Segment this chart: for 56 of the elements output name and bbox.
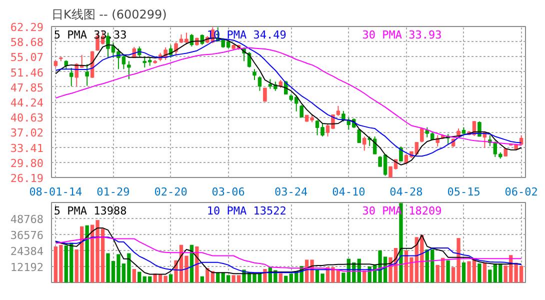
- bar: [284, 276, 288, 282]
- bar: [446, 260, 450, 282]
- x-tick-label: 04-28: [390, 186, 423, 198]
- bar: [168, 274, 173, 282]
- bar: [85, 225, 89, 282]
- y-tick-label: 51.46: [10, 66, 44, 80]
- line-series: [55, 227, 522, 275]
- chart-title: 日K线图 -- (600299): [52, 8, 167, 22]
- bar: [482, 262, 487, 282]
- bar: [278, 273, 282, 282]
- bar: [132, 268, 136, 282]
- candlestick: [174, 42, 178, 56]
- y-tick-label: 62.29: [10, 21, 44, 34]
- bar: [216, 272, 220, 282]
- bar: [200, 276, 204, 282]
- bar: [478, 263, 482, 282]
- bar: [263, 268, 267, 282]
- text: 10 PMA 13522: [206, 204, 286, 218]
- candlestick: [399, 146, 403, 162]
- y-tick-label: 29.80: [10, 156, 44, 170]
- candlestick: [127, 60, 131, 80]
- y-tick-label: 33.41: [10, 142, 44, 155]
- candlestick: [252, 68, 256, 80]
- y-tick-label: 47.85: [10, 81, 44, 94]
- x-tick-label: 02-20: [154, 186, 188, 198]
- candlestick: [362, 136, 366, 152]
- candlestick: [342, 110, 346, 122]
- candlestick: [420, 128, 424, 143]
- x-tick-label: 08-01-14: [29, 186, 83, 198]
- candlestick: [200, 34, 204, 46]
- y-tick-label: 37.02: [10, 126, 44, 140]
- y-tick-label: 55.07: [10, 51, 44, 64]
- x-tick-label: 01-29: [96, 186, 130, 198]
- y-tick-label: 44.24: [10, 96, 44, 110]
- y-tick-label: 12192: [10, 261, 44, 274]
- y-tick-label: 26.19: [10, 172, 44, 185]
- x-tick-label: 06-02: [504, 186, 538, 198]
- candlestick: [258, 76, 262, 92]
- y-tick-label: 36576: [10, 229, 44, 242]
- candlestick: [357, 128, 361, 144]
- y-tick-label: 40.63: [10, 112, 44, 125]
- candlestick: [300, 104, 304, 118]
- bar: [462, 262, 466, 282]
- candlestick: [70, 67, 74, 87]
- y-tick-label: 58.68: [10, 36, 44, 50]
- x-tick-label: 03-06: [212, 186, 245, 198]
- bar: [138, 272, 142, 282]
- y-tick-label: 48768: [10, 213, 44, 226]
- series-label: 5 PMA 13988: [54, 204, 127, 218]
- text: 30 PMA 33.93: [362, 28, 442, 42]
- candlestick: [263, 87, 267, 102]
- x-tick-label: 05-15: [447, 186, 480, 198]
- candlestick: [85, 64, 89, 86]
- x-tick-label: 04-10: [332, 186, 366, 198]
- x-tick-label: 03-24: [274, 186, 308, 198]
- y-tick-label: 24384: [10, 245, 44, 258]
